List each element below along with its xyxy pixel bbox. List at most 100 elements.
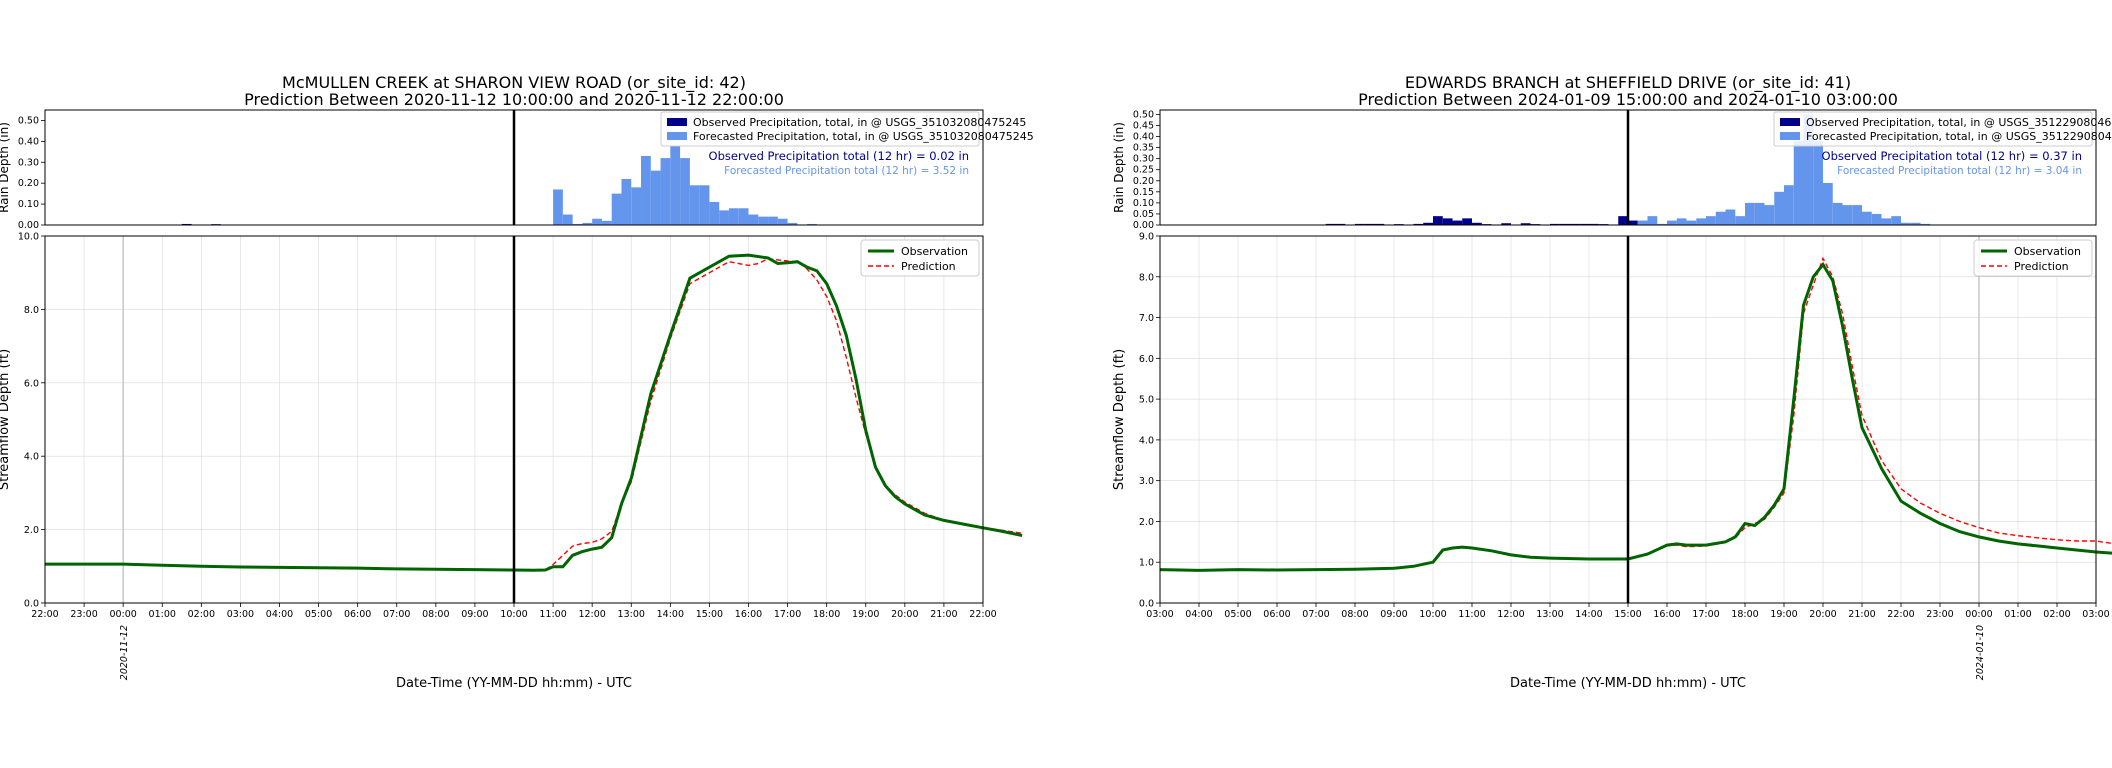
forecast-precip-bar: [1784, 185, 1794, 225]
rain-y-tick-label: 0.40: [18, 136, 39, 147]
rain-y-tick-label: 0.30: [18, 157, 39, 168]
observed-precip-bar: [1550, 223, 1560, 225]
flow-x-tick-label: 15:00: [1614, 609, 1641, 620]
flow-x-tick-label: 10:00: [500, 609, 527, 620]
observation-series-line: [45, 253, 1023, 572]
rain-y-tick-label: 0.00: [18, 220, 39, 231]
rain-y-tick-label: 0.40: [1133, 132, 1154, 143]
flow-x-tick-label: 20:00: [1809, 609, 1836, 620]
flow-x-tick-label: 22:00: [1887, 609, 1914, 620]
x-axis-label: Date-Time (YY-MM-DD hh:mm) - UTC: [396, 676, 632, 691]
date-label: 2020-11-12: [119, 625, 130, 680]
rain-y-tick-label: 0.10: [18, 199, 39, 210]
flow-y-tick-label: 4.0: [24, 452, 39, 463]
forecast-precip-bar: [1764, 205, 1775, 225]
rain-y-tick-label: 0.30: [1133, 154, 1154, 165]
flow-panel-frame: [1159, 235, 2097, 604]
rain-y-tick-label: 0.35: [1133, 143, 1154, 154]
flow-x-tick-label: 00:00: [109, 609, 136, 620]
forecast-precip-bar: [1725, 209, 1736, 225]
observed-precip-bar: [1589, 223, 1599, 225]
observed-precip-legend-swatch: [1780, 118, 1800, 126]
observed-precip-bar: [1413, 223, 1424, 225]
flow-y-tick-label: 4.0: [1139, 435, 1154, 446]
forecast-precip-bar: [807, 223, 817, 225]
forecast-precip-bar: [680, 158, 690, 225]
forecast-precip-bar: [1910, 222, 1921, 225]
forecast-precip-bar: [1881, 218, 1892, 225]
rain-y-tick-label: 0.10: [1133, 198, 1154, 209]
forecast-precip-bar: [641, 156, 651, 225]
observed-precip-bar: [1569, 223, 1580, 225]
flow-x-tick-label: 12:00: [1497, 609, 1524, 620]
date-label: 2024-01-10: [1975, 625, 1986, 680]
prediction-series-line: [514, 258, 1023, 571]
flow-x-tick-label: 21:00: [1848, 609, 1875, 620]
chart-panel-2: EDWARDS BRANCH at SHEFFIELD DRIVE (or_si…: [1112, 73, 2112, 691]
observed-precip-bar: [1501, 223, 1511, 225]
forecast-precip-bar: [1803, 114, 1814, 225]
observation-series-line: [1159, 261, 2112, 572]
observed-precip-bar: [1442, 218, 1453, 225]
forecast-precip-bar: [660, 158, 671, 225]
forecast-precip-legend-label: Forecasted Precipitation, total, in @ US…: [693, 130, 1034, 143]
rain-legend-box: [1773, 111, 2093, 147]
forecast-precip-bar: [1637, 220, 1648, 225]
flow-y-tick-label: 1.0: [1139, 558, 1154, 569]
observation-legend-label: Observation: [901, 245, 968, 258]
flow-x-tick-label: 03:00: [2082, 609, 2109, 620]
observed-precip-bar: [1423, 222, 1433, 225]
forecast-precip-bar: [1667, 220, 1677, 225]
forecast-precip-bar: [1706, 216, 1716, 225]
flow-x-tick-label: 22:00: [31, 609, 58, 620]
forecast-precip-bar: [1832, 202, 1843, 225]
forecast-precip-bar: [689, 185, 700, 225]
forecast-precip-bar: [1842, 205, 1853, 225]
observed-precip-bar: [1433, 216, 1443, 225]
observed-precip-legend-label: Observed Precipitation, total, in @ USGS…: [1806, 116, 2112, 129]
flow-y-tick-label: 3.0: [1139, 476, 1154, 487]
flow-x-tick-label: 01:00: [2004, 609, 2031, 620]
observed-precip-bar: [1559, 223, 1570, 225]
flow-legend-box: [860, 239, 980, 277]
flow-x-tick-label: 05:00: [1224, 609, 1251, 620]
flow-x-tick-label: 16:00: [1653, 609, 1680, 620]
flow-x-tick-label: 17:00: [1692, 609, 1719, 620]
forecast-precip-bar: [1793, 140, 1804, 225]
flow-x-tick-label: 11:00: [539, 609, 566, 620]
forecast-precip-bar: [670, 145, 681, 225]
observed-precip-bar: [1628, 220, 1638, 225]
forecast-precip-bar: [728, 208, 739, 225]
observed-precip-bar: [1618, 216, 1628, 225]
observed-precip-bar: [1335, 223, 1346, 225]
flow-x-tick-label: 11:00: [1458, 609, 1485, 620]
observed-precip-bar: [1364, 223, 1375, 225]
rain-panel-frame: [44, 109, 984, 226]
flow-y-tick-label: 10.0: [18, 232, 39, 243]
flow-x-tick-label: 23:00: [70, 609, 97, 620]
rain-y-tick-label: 0.45: [1133, 120, 1154, 131]
forecast-precip-bar: [787, 222, 798, 225]
flow-x-tick-label: 19:00: [852, 609, 879, 620]
forecast-precip-bar: [768, 216, 778, 225]
flow-legend-box: [1973, 239, 2093, 277]
rain-y-tick-label: 0.00: [1133, 220, 1154, 231]
flow-x-tick-label: 07:00: [383, 609, 410, 620]
forecast-precip-bar: [1676, 218, 1687, 225]
rain-panel-frame: [1159, 109, 2097, 226]
flow-x-tick-label: 20:00: [891, 609, 918, 620]
rain-y-tick-label: 0.20: [18, 178, 39, 189]
chart-title: McMULLEN CREEK at SHARON VIEW ROAD (or_s…: [282, 73, 746, 93]
flow-x-tick-label: 07:00: [1302, 609, 1329, 620]
forecast-precip-bar: [1745, 202, 1755, 225]
flow-x-tick-label: 23:00: [1926, 609, 1953, 620]
chart-title: EDWARDS BRANCH at SHEFFIELD DRIVE (or_si…: [1405, 73, 1851, 93]
observed-precip-bar: [1452, 220, 1463, 225]
forecast-precip-bar: [1920, 223, 1931, 225]
forecast-precip-bar: [1862, 211, 1872, 225]
x-axis-label: Date-Time (YY-MM-DD hh:mm) - UTC: [1510, 676, 1746, 691]
forecast-precip-bar: [1647, 216, 1658, 225]
flow-y-tick-label: 8.0: [1139, 272, 1154, 283]
flow-x-tick-label: 13:00: [618, 609, 645, 620]
